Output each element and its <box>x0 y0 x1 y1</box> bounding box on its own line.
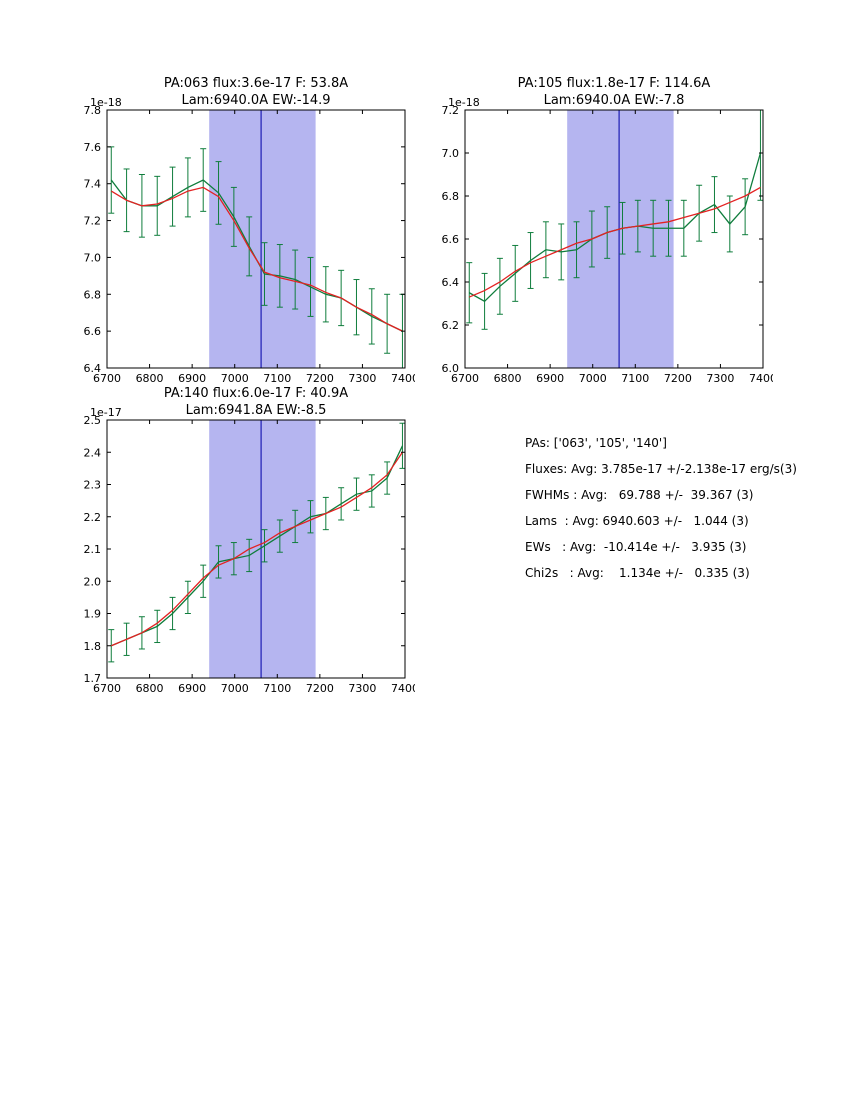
x-tick-label: 6800 <box>136 372 164 385</box>
chart-title-line2: Lam:6940.0A EW:-7.8 <box>544 93 685 108</box>
y-offset-label: 1e-17 <box>90 406 122 419</box>
gaussian-fit-line <box>111 451 403 647</box>
chart-pa063: 6700 6800 6900 7000 7100 7200 7300 7400 6.4 6.6 6.… <box>65 60 420 404</box>
x-tick-label: 6700 <box>451 372 479 385</box>
stats-chi2s: Chi2s : Avg: 1.134e +/- 0.335 (3) <box>525 566 750 580</box>
y-tick-label: 2.4 <box>84 446 102 459</box>
y-tick-label: 7.0 <box>442 147 460 160</box>
x-tick-label: 6700 <box>93 372 121 385</box>
axes-frame <box>106 109 406 369</box>
x-tick-label: 7200 <box>664 372 692 385</box>
y-tick-label: 6.6 <box>442 233 460 246</box>
stats-pas: PAs: ['063', '105', '140'] <box>525 436 667 450</box>
y-tick-label: 1.9 <box>84 608 102 621</box>
spectrum-plot-pa140: 6700 6800 6900 7000 7100 7200 7300 7400 1.7 1.8 1.… <box>84 386 420 695</box>
y-tick-label: 6.8 <box>84 288 102 301</box>
x-tick-label: 6800 <box>494 372 522 385</box>
y-tick-label: 6.8 <box>442 190 460 203</box>
x-tick-label: 6700 <box>93 682 121 695</box>
x-tick-label: 7300 <box>348 682 376 695</box>
chart-title-line1: PA:063 flux:3.6e-17 F: 53.8A <box>164 76 348 91</box>
y-tick-label: 7.6 <box>84 141 102 154</box>
chart-title-line1: PA:140 flux:6.0e-17 F: 40.9A <box>164 386 348 401</box>
spectrum-plot-pa105: 6700 6800 6900 7000 7100 7200 7300 7400 6.0 6.2 6.… <box>442 76 778 385</box>
fit-window-band <box>209 110 316 368</box>
x-tick-label: 6900 <box>536 372 564 385</box>
gaussian-fit-line <box>110 186 403 332</box>
y-offset-label: 1e-18 <box>90 96 122 109</box>
stats-lams: Lams : Avg: 6940.603 +/- 1.044 (3) <box>525 514 749 528</box>
chart-title-line1: PA:105 flux:1.8e-17 F: 114.6A <box>518 76 711 91</box>
stats-fwhms: FWHMs : Avg: 69.788 +/- 39.367 (3) <box>525 488 754 502</box>
x-tick-label: 7300 <box>348 372 376 385</box>
x-tick-label: 7400 <box>391 682 415 695</box>
stats-ews: EWs : Avg: -10.414e +/- 3.935 (3) <box>525 540 747 554</box>
x-tick-label: 6900 <box>178 372 206 385</box>
y-tick-label: 6.2 <box>442 319 460 332</box>
spectrum-data-line <box>111 445 404 647</box>
x-tick-label: 7100 <box>263 682 291 695</box>
y-tick-label: 7.8 <box>84 104 102 117</box>
fit-window-band <box>567 110 674 368</box>
chart-title-line2: Lam:6940.0A EW:-14.9 <box>181 93 330 108</box>
chart-pa140: 6700 6800 6900 7000 7100 7200 7300 7400 1.7 1.8 1.… <box>65 370 420 714</box>
y-tick-label: 1.8 <box>84 640 102 653</box>
y-tick-label: 2.5 <box>84 414 102 427</box>
stats-panel: PAs: ['063', '105', '140'] Fluxes: Avg: … <box>525 430 825 586</box>
x-tick-label: 7300 <box>706 372 734 385</box>
y-tick-label: 7.4 <box>84 178 102 191</box>
y-tick-label: 2.2 <box>84 511 102 524</box>
y-tick-label: 6.4 <box>84 362 102 375</box>
y-tick-label: 2.0 <box>84 575 102 588</box>
y-tick-label: 6.4 <box>442 276 460 289</box>
y-tick-label: 7.2 <box>84 215 102 228</box>
y-tick-label: 7.2 <box>442 104 460 117</box>
stats-fluxes: Fluxes: Avg: 3.785e-17 +/-2.138e-17 erg/… <box>525 462 797 476</box>
x-tick-label: 7200 <box>306 372 334 385</box>
x-tick-label: 7000 <box>221 372 249 385</box>
y-tick-label: 2.1 <box>84 543 102 556</box>
x-tick-label: 7200 <box>306 682 334 695</box>
x-tick-label: 7100 <box>621 372 649 385</box>
spectrum-plot-pa063: 6700 6800 6900 7000 7100 7200 7300 7400 6.4 6.6 6.… <box>84 76 420 385</box>
y-tick-label: 2.3 <box>84 479 102 492</box>
x-tick-label: 6900 <box>178 682 206 695</box>
chart-pa105: 6700 6800 6900 7000 7100 7200 7300 7400 6.0 6.2 6.… <box>423 60 778 404</box>
x-tick-label: 7400 <box>391 372 415 385</box>
x-tick-label: 7000 <box>579 372 607 385</box>
x-tick-label: 7400 <box>749 372 773 385</box>
y-tick-label: 6.6 <box>84 325 102 338</box>
x-tick-label: 7100 <box>263 372 291 385</box>
y-tick-label: 7.0 <box>84 251 102 264</box>
chart-title-line2: Lam:6941.8A EW:-8.5 <box>186 403 327 418</box>
fit-window-band <box>209 420 316 678</box>
y-tick-label: 1.7 <box>84 672 102 685</box>
y-offset-label: 1e-18 <box>448 96 480 109</box>
x-tick-label: 6800 <box>136 682 164 695</box>
x-tick-label: 7000 <box>221 682 249 695</box>
gaussian-fit-line <box>469 186 761 298</box>
y-tick-label: 6.0 <box>442 362 460 375</box>
